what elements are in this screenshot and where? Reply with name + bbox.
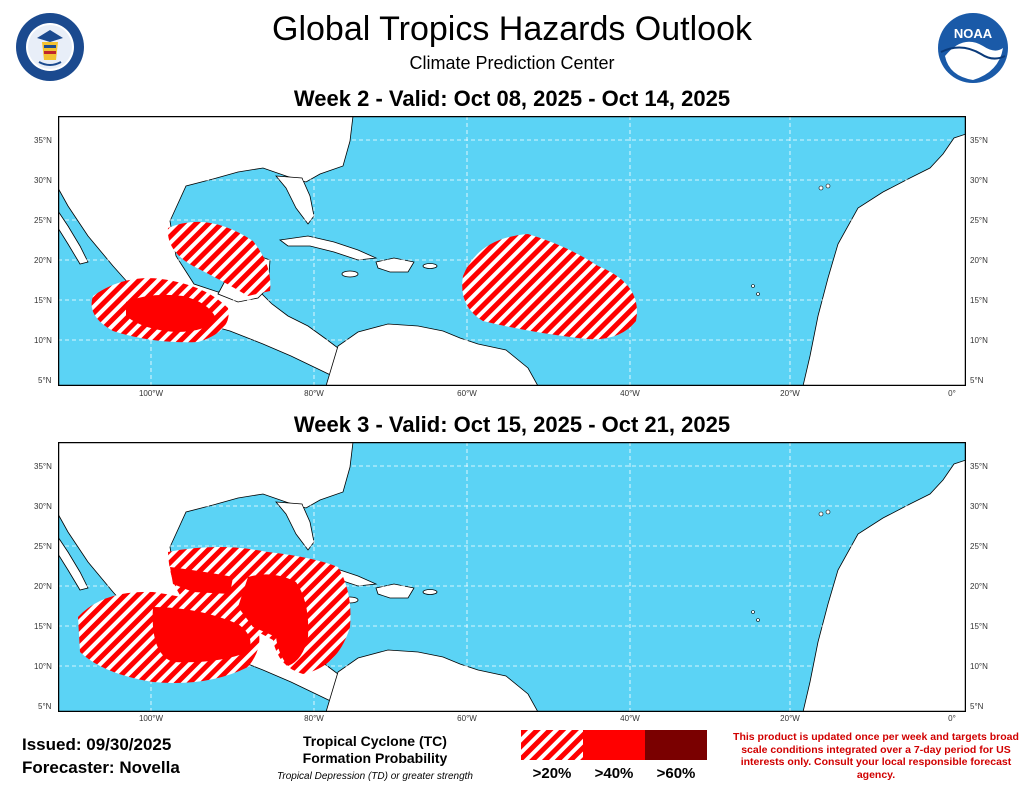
canary-islands (825, 509, 831, 515)
legend-title-line1: Tropical Cyclone (TC) (303, 733, 447, 749)
lon-label: 80°W (304, 714, 324, 723)
canary-islands (818, 185, 824, 191)
lat-label: 5°N (970, 376, 984, 385)
lon-label: 80°W (304, 389, 324, 398)
lat-label: 10°N (970, 336, 988, 345)
svg-text:NOAA: NOAA (954, 26, 993, 41)
jamaica-land (341, 270, 359, 278)
week2-title: Week 2 - Valid: Oct 08, 2025 - Oct 14, 2… (293, 86, 731, 111)
cape-verde-islands (751, 610, 755, 614)
hispaniola-land (375, 257, 415, 273)
lat-label: 30°N (970, 176, 988, 185)
south-america-land (325, 323, 539, 386)
lat-label: 10°N (34, 336, 52, 345)
issue-info: Issued: 09/30/2025 Forecaster: Novella (22, 733, 180, 779)
lat-label: 5°N (38, 376, 52, 385)
cuba-land (278, 235, 378, 261)
week2-map (58, 116, 966, 386)
week3-map (58, 442, 966, 712)
lat-label: 5°N (38, 702, 52, 711)
hazard-gulf-20 (167, 221, 271, 296)
map-frame (58, 442, 966, 712)
legend-label-60: >60% (656, 765, 696, 782)
baja-land (58, 536, 89, 591)
week3-title: Week 3 - Valid: Oct 15, 2025 - Oct 21, 2… (293, 412, 731, 437)
lat-label: 20°N (34, 582, 52, 591)
lat-label: 25°N (34, 216, 52, 225)
lat-label: 10°N (970, 662, 988, 671)
lat-label: 15°N (34, 622, 52, 631)
map-frame (58, 116, 966, 386)
page-subtitle: Climate Prediction Center (409, 53, 615, 73)
cape-verde-islands (756, 292, 760, 296)
lat-label: 20°N (34, 256, 52, 265)
lat-label: 30°N (970, 502, 988, 511)
forecaster: Forecaster: Novella (22, 758, 180, 777)
canary-islands (818, 511, 824, 517)
legend-title-line2: Formation Probability (302, 750, 448, 766)
department-of-commerce-seal-icon (16, 13, 84, 81)
lat-label: 20°N (970, 256, 988, 265)
hazard-gulf-40 (170, 567, 233, 594)
lat-label: 10°N (34, 662, 52, 671)
lon-label: 100°W (138, 714, 164, 723)
legend-note: Tropical Depression (TD) or greater stre… (277, 771, 473, 782)
lat-label: 15°N (970, 622, 988, 631)
south-america-land (325, 649, 539, 712)
lon-label: 0° (948, 714, 956, 723)
lon-label: 20°W (780, 389, 800, 398)
disclaimer: This product is updated once per week an… (733, 731, 1019, 781)
map-grid (58, 116, 966, 386)
lon-label: 40°W (620, 389, 640, 398)
lat-label: 20°N (970, 582, 988, 591)
legend-swatch-60 (645, 730, 707, 760)
lon-label: 60°W (457, 714, 477, 723)
lon-label: 0° (948, 389, 956, 398)
lat-label: 35°N (970, 136, 988, 145)
noaa-logo-icon: NOAA (938, 13, 1008, 83)
cape-verde-islands (756, 618, 760, 622)
page-title: Global Tropics Hazards Outlook (272, 10, 752, 48)
lon-label: 100°W (138, 389, 164, 398)
lat-label: 35°N (970, 462, 988, 471)
lat-label: 25°N (970, 216, 988, 225)
lat-label: 35°N (34, 136, 52, 145)
legend-swatch-20 (521, 730, 583, 760)
legend-label-40: >40% (594, 765, 634, 782)
hazard-atlantic-20 (462, 234, 637, 340)
lon-label: 40°W (620, 714, 640, 723)
puerto-rico-land (422, 589, 438, 595)
header: Global Tropics Hazards Outlook Climate P… (0, 8, 1024, 74)
lat-label: 30°N (34, 176, 52, 185)
lat-label: 15°N (970, 296, 988, 305)
legend-swatch-40 (583, 730, 645, 760)
lat-label: 25°N (34, 542, 52, 551)
puerto-rico-land (422, 263, 438, 269)
legend-title-block: Tropical Cyclone (TC) Formation Probabil… (255, 733, 495, 782)
baja-land (58, 210, 89, 265)
lon-label: 20°W (780, 714, 800, 723)
canary-islands (825, 183, 831, 189)
lat-label: 35°N (34, 462, 52, 471)
lat-label: 15°N (34, 296, 52, 305)
lat-label: 30°N (34, 502, 52, 511)
lat-label: 25°N (970, 542, 988, 551)
hazard-east-pacific-40 (152, 607, 251, 663)
lon-label: 60°W (457, 389, 477, 398)
issued-date: Issued: 09/30/2025 (22, 735, 172, 754)
legend-label-20: >20% (532, 765, 572, 782)
cape-verde-islands (751, 284, 755, 288)
hispaniola-land (375, 583, 415, 599)
lat-label: 5°N (970, 702, 984, 711)
hazard-caribbean-40 (238, 574, 309, 666)
hazard-east-pacific-40 (126, 294, 216, 332)
